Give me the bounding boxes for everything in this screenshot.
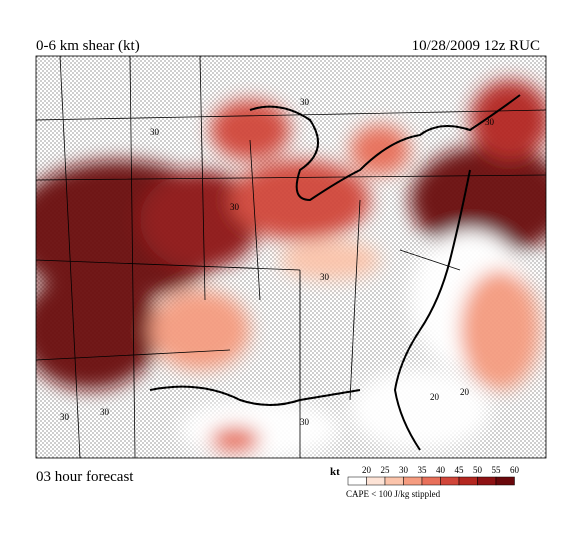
contour-label: 20 bbox=[430, 392, 440, 402]
contour-label: 30 bbox=[230, 202, 240, 212]
legend-level: 30 bbox=[399, 465, 409, 475]
contour-label: 30 bbox=[60, 412, 70, 422]
valid-time: 10/28/2009 12z RUC bbox=[412, 38, 540, 54]
legend-swatch bbox=[384, 476, 404, 486]
legend-swatch bbox=[403, 476, 423, 486]
legend-level: 60 bbox=[510, 465, 520, 475]
contour-label: 30 bbox=[300, 417, 310, 427]
stipple-note: CAPE < 100 J/kg stippled bbox=[346, 489, 441, 499]
legend-swatch bbox=[477, 476, 497, 486]
legend-swatch bbox=[495, 476, 515, 486]
legend-swatch bbox=[458, 476, 478, 486]
contour-label: 30 bbox=[300, 97, 310, 107]
legend-level: 50 bbox=[473, 465, 483, 475]
legend-swatch bbox=[421, 476, 441, 486]
legend-unit: kt bbox=[330, 466, 340, 478]
contour-label: 20 bbox=[460, 387, 470, 397]
legend-swatch bbox=[366, 476, 386, 486]
legend-level: 40 bbox=[436, 465, 446, 475]
legend-level: 35 bbox=[418, 465, 428, 475]
contour-label: 30 bbox=[100, 407, 110, 417]
legend-level: 45 bbox=[455, 465, 465, 475]
map bbox=[36, 56, 546, 458]
legend-swatch bbox=[347, 476, 367, 486]
contour-label: 30 bbox=[320, 272, 330, 282]
title: 0-6 km shear (kt) bbox=[36, 38, 140, 54]
contour-labels: 30 30 30 30 30 30 20 20 30 30 bbox=[60, 97, 495, 427]
legend: 20 25 30 35 40 45 50 55 60 bbox=[347, 465, 520, 486]
contour-label: 30 bbox=[485, 117, 495, 127]
legend-level: 25 bbox=[381, 465, 391, 475]
legend-level: 20 bbox=[362, 465, 372, 475]
contour-label: 30 bbox=[150, 127, 160, 137]
legend-level: 55 bbox=[492, 465, 502, 475]
legend-swatch bbox=[440, 476, 460, 486]
forecast-hour: 03 hour forecast bbox=[36, 469, 134, 485]
